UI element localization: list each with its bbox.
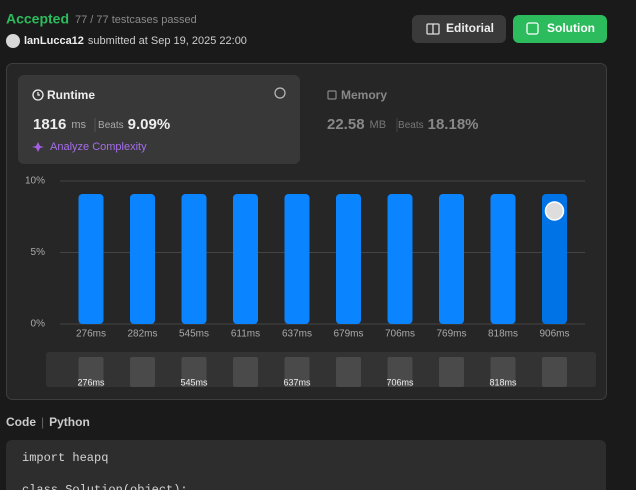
info-icon[interactable]: [274, 87, 286, 99]
submitted: submitted at Sep 19, 2025 22:00: [88, 35, 247, 47]
navigator-bar: [78, 357, 104, 387]
x-tick-label: 706ms: [385, 329, 415, 340]
navigator-label: 545ms: [180, 377, 208, 387]
code-block: [6, 440, 606, 490]
beats-label: Beats: [398, 120, 424, 131]
status: Accepted: [6, 11, 69, 27]
edit-icon: [526, 22, 539, 35]
x-tick-label: 637ms: [282, 329, 312, 340]
bar: [490, 194, 516, 324]
navigator-bar: [439, 357, 464, 387]
navigator-bar: [387, 357, 413, 387]
navigator-bar: [542, 357, 567, 387]
clock-icon: [32, 89, 44, 101]
bar: [233, 194, 258, 324]
navigator-label: 276ms: [77, 377, 105, 387]
editorial-label[interactable]: Editorial: [446, 21, 494, 35]
memory-unit: MB: [370, 119, 387, 131]
bar: [387, 194, 413, 324]
navigator-bar: [490, 357, 516, 387]
x-tick-label: 545ms: [179, 329, 209, 340]
testcases: 77 / 77 testcases passed: [75, 14, 197, 26]
x-tick-label: 679ms: [333, 329, 363, 340]
avatar[interactable]: [6, 34, 20, 48]
chart: 0% 5% 10% 276ms 276ms 282ms 545ms 545ms 611ms 637…: [25, 176, 596, 387]
navigator-bar: [284, 357, 310, 387]
submission-info: lanLucca12 submitted at Sep 19, 2025 22:0…: [24, 35, 247, 47]
separator: |: [41, 415, 44, 429]
runtime-label: Runtime: [47, 88, 95, 102]
navigator-bar: [336, 357, 361, 387]
x-tick-label: 282ms: [127, 329, 157, 340]
code-line: import heapq: [22, 451, 108, 465]
bar: [336, 194, 361, 324]
sparkle-icon: [32, 142, 44, 152]
bar: [181, 194, 207, 324]
memory-icon: [327, 90, 337, 100]
x-tick-label: 769ms: [436, 329, 466, 340]
beats-label: Beats: [98, 120, 124, 131]
runtime-unit: ms: [71, 119, 86, 131]
solution-button[interactable]: [513, 15, 607, 43]
y-tick-label: 0%: [31, 319, 46, 330]
navigator-label: 706ms: [386, 377, 414, 387]
y-tick-label: 10%: [25, 176, 45, 187]
runtime-stats: 1816 ms Beats 9.09%: [33, 116, 170, 133]
navigator-bar: [130, 357, 155, 387]
y-tick-label: 5%: [31, 247, 46, 258]
code-line: class Solution(object):: [22, 483, 188, 490]
runtime-card[interactable]: [18, 75, 300, 164]
bar: [78, 194, 104, 324]
navigator-label: 818ms: [489, 377, 517, 387]
solution-label[interactable]: Solution: [547, 21, 595, 35]
user-avatar: [544, 201, 565, 221]
editorial-button[interactable]: [412, 15, 506, 43]
runtime-beats: 9.09%: [128, 116, 171, 133]
x-tick-label: 818ms: [488, 329, 518, 340]
memory-beats: 18.18%: [428, 116, 479, 133]
bar: [130, 194, 155, 324]
x-tick-label: 276ms: [76, 329, 106, 340]
analyze-link[interactable]: Analyze Complexity: [50, 141, 147, 153]
clock-icon: [37, 92, 40, 96]
code-lines: import heapq class Solution(object):: [22, 451, 188, 490]
memory-value: 22.58: [327, 116, 365, 133]
x-tick-label: 611ms: [231, 329, 260, 340]
code-header: Code | Python: [6, 415, 90, 429]
navigator-bar: [181, 357, 207, 387]
memory-stats: 22.58 MB Beats 18.18%: [327, 116, 479, 133]
navigator-bar: [233, 357, 258, 387]
user[interactable]: lanLucca12: [24, 35, 84, 47]
code-label: Code: [6, 415, 36, 429]
language: Python: [49, 415, 90, 429]
memory-label[interactable]: Memory: [341, 88, 387, 102]
runtime-value: 1816: [33, 116, 66, 133]
bar: [542, 194, 567, 324]
bar: [439, 194, 464, 324]
x-tick-label: 906ms: [539, 329, 569, 340]
navigator-label: 637ms: [283, 377, 311, 387]
bar: [284, 194, 310, 324]
